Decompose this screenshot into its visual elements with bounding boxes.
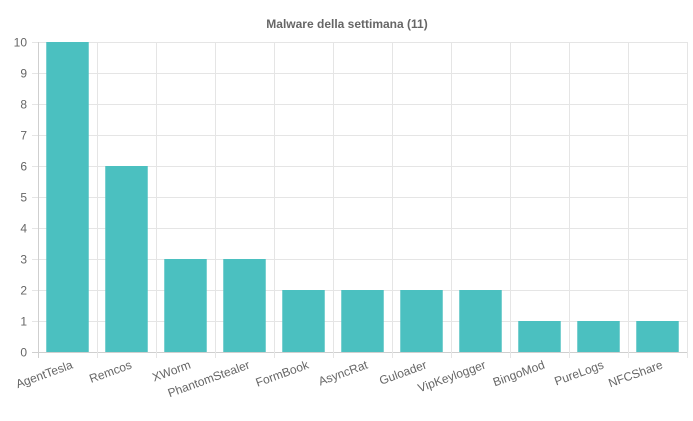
y-tick-label: 6 <box>20 160 27 174</box>
y-tick-label: 4 <box>20 222 27 236</box>
bar-purelogs <box>577 321 620 352</box>
y-tick-label: 1 <box>20 315 27 329</box>
bar-asyncrat <box>341 290 384 352</box>
x-tick-label: FormBook <box>254 357 312 389</box>
bar-bingomod <box>518 321 561 352</box>
x-tick-label: PureLogs <box>552 358 605 389</box>
x-tick-label: NFCShare <box>606 358 664 391</box>
x-tick-label: VipKeylogger <box>416 358 488 395</box>
bar-guloader <box>400 290 443 352</box>
bar-formbook <box>282 290 325 352</box>
y-axis-ticks: 0 1 2 3 4 5 6 7 8 9 10 <box>14 36 28 360</box>
y-tick-label: 9 <box>20 67 27 81</box>
bar-agenttesla <box>46 42 89 352</box>
bars <box>46 42 679 352</box>
x-tick-label: AsyncRat <box>316 357 370 388</box>
y-tick-label: 5 <box>20 191 27 205</box>
bar-xworm <box>164 259 207 352</box>
y-tick-label: 7 <box>20 129 27 143</box>
x-tick-label: BingoMod <box>491 358 547 390</box>
y-tick-label: 10 <box>14 36 28 50</box>
chart-title: Malware della settimana (11) <box>266 17 427 31</box>
y-tick-label: 2 <box>20 284 27 298</box>
bar-vipkeylogger <box>459 290 502 352</box>
y-tick-label: 0 <box>20 346 27 360</box>
x-tick-label: Remcos <box>87 358 133 386</box>
y-tick-label: 3 <box>20 253 27 267</box>
x-tick-label: AgentTesla <box>14 358 75 392</box>
bar-phantomstealer <box>223 259 266 352</box>
bar-remcos <box>105 166 148 352</box>
y-tick-label: 8 <box>20 98 27 112</box>
bar-nfcshare <box>636 321 679 352</box>
